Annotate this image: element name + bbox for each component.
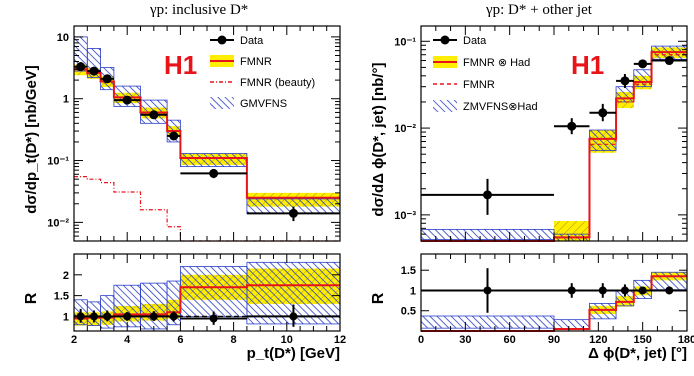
left-chart-title: γp: inclusive D*: [150, 2, 249, 18]
gmvfns-band: [179, 153, 248, 167]
x-tick-label: 8: [231, 334, 237, 346]
ratio-data-point: [103, 312, 112, 321]
data-point: [149, 110, 159, 120]
x-tick-label: 180: [678, 334, 694, 346]
ratio-data-point: [289, 312, 298, 321]
legend-dashed-label: FMNR (beauty): [240, 77, 315, 89]
y-tick-label: 10: [57, 32, 69, 44]
ratio-data-point: [620, 286, 629, 295]
right-chart-title: γp: D* + other jet: [486, 2, 592, 18]
y-tick-label: 10⁻³: [394, 210, 416, 222]
x-tick-label: 2: [71, 334, 77, 346]
data-point: [288, 208, 298, 218]
x-axis-title: p_t(D*) [GeV]: [247, 345, 340, 362]
ratio-data-point: [123, 312, 132, 321]
legend-data-symbol: [217, 35, 227, 45]
ratio-y-tick-label: 1: [63, 311, 69, 323]
x-tick-label: 12: [334, 334, 346, 346]
data-point: [620, 76, 630, 86]
ratio-zmvfns-band: [589, 303, 617, 320]
x-tick-label: 30: [459, 334, 471, 346]
ratio-data-point: [638, 286, 647, 295]
ratio-zmvfns-band: [553, 319, 590, 330]
legend-hatch-symbol: [210, 97, 234, 109]
h1-badge: H1: [164, 50, 197, 80]
y-tick-label: 10⁻¹: [47, 156, 69, 168]
ratio-data-point: [665, 286, 674, 295]
ratio-data-point: [149, 312, 158, 321]
x-tick-label: 0: [418, 334, 424, 346]
data-point: [483, 190, 492, 200]
y-axis-title: dσ/dΔ ϕ(D*, jet) [nb/°]: [370, 62, 387, 216]
data-point: [122, 95, 132, 105]
x-tick-label: 90: [548, 334, 560, 346]
data-point: [76, 62, 86, 72]
legend-hatch-symbol: [433, 100, 457, 112]
ratio-y-tick-label: 2: [63, 270, 69, 282]
x-tick-label: 6: [177, 334, 183, 346]
ratio-data-point: [89, 312, 98, 321]
y-tick-label: 10⁻¹: [394, 36, 416, 48]
legend-hatch-label: GMVFNS: [240, 98, 287, 110]
legend-hatch-label: ZMVFNS⊗Had: [463, 101, 538, 113]
ratio-data-point: [169, 312, 178, 321]
ratio-y-tick-label: 1.5: [401, 265, 416, 277]
data-point: [102, 74, 112, 84]
legend-data-label: Data: [240, 35, 264, 47]
zmvfns-band: [589, 129, 617, 152]
data-point: [209, 168, 219, 178]
data-point: [89, 66, 99, 76]
ratio-gmvfns-band: [140, 282, 168, 330]
data-point: [567, 121, 577, 131]
data-point: [638, 59, 648, 69]
left-main-plot: 10⁻² 10⁻¹ 1 10 dσ/dp_t(D*) [nb/GeV] H1 Data FMN…: [23, 25, 341, 242]
y-tick-label: 10⁻²: [47, 217, 69, 229]
x-axis-title: Δ ϕ(D*, jet) [°]: [588, 345, 687, 362]
ratio-data-point: [483, 286, 492, 295]
ratio-data-point: [567, 286, 576, 295]
legend-data-label: Data: [463, 35, 487, 47]
main-frame: [420, 25, 688, 242]
left-ratio-plot: 1 1.5 2 2 4 6 8 10 12p_t(D*) [GeV] R: [23, 253, 346, 362]
ratio-y-tick-label: 1: [410, 285, 416, 297]
x-tick-label: 150: [633, 334, 651, 346]
ratio-gmvfns-band: [179, 266, 248, 317]
legend-dashed-label: FMNR: [463, 79, 495, 91]
h1-badge: H1: [571, 50, 604, 80]
ratio-y-tick-label: 1.5: [54, 291, 69, 303]
ratio-zmvfns-band: [420, 315, 555, 329]
legend-data-symbol: [440, 35, 450, 45]
zmvfns-band: [615, 86, 635, 103]
fmnr-beauty-line: [74, 176, 340, 242]
x-tick-label: 10: [281, 334, 293, 346]
y-tick-label: 10⁻²: [394, 123, 416, 135]
data-point: [598, 108, 608, 118]
ratio-y-axis-title: R: [23, 292, 40, 304]
ratio-y-tick-label: 0.5: [401, 306, 416, 318]
zmvfns-band: [420, 229, 555, 240]
y-tick-label: 1: [63, 94, 69, 106]
legend-band-label: FMNR: [240, 56, 272, 68]
ratio-data-point: [598, 286, 607, 295]
legend-band-label: FMNR ⊗ Had: [463, 57, 530, 69]
x-tick-label: 4: [124, 334, 131, 346]
y-axis-title: dσ/dp_t(D*) [nb/GeV]: [23, 65, 40, 214]
right-main-plot: 10⁻³ 10⁻² 10⁻¹ dσ/dΔ ϕ(D*, jet) [nb/°] H1 Dat…: [370, 25, 688, 242]
ratio-data-point: [209, 314, 218, 323]
x-tick-label: 120: [589, 334, 607, 346]
x-tick-label: 60: [504, 334, 516, 346]
data-point: [664, 56, 674, 66]
ratio-y-axis-title: R: [370, 292, 387, 304]
data-point: [169, 131, 179, 141]
